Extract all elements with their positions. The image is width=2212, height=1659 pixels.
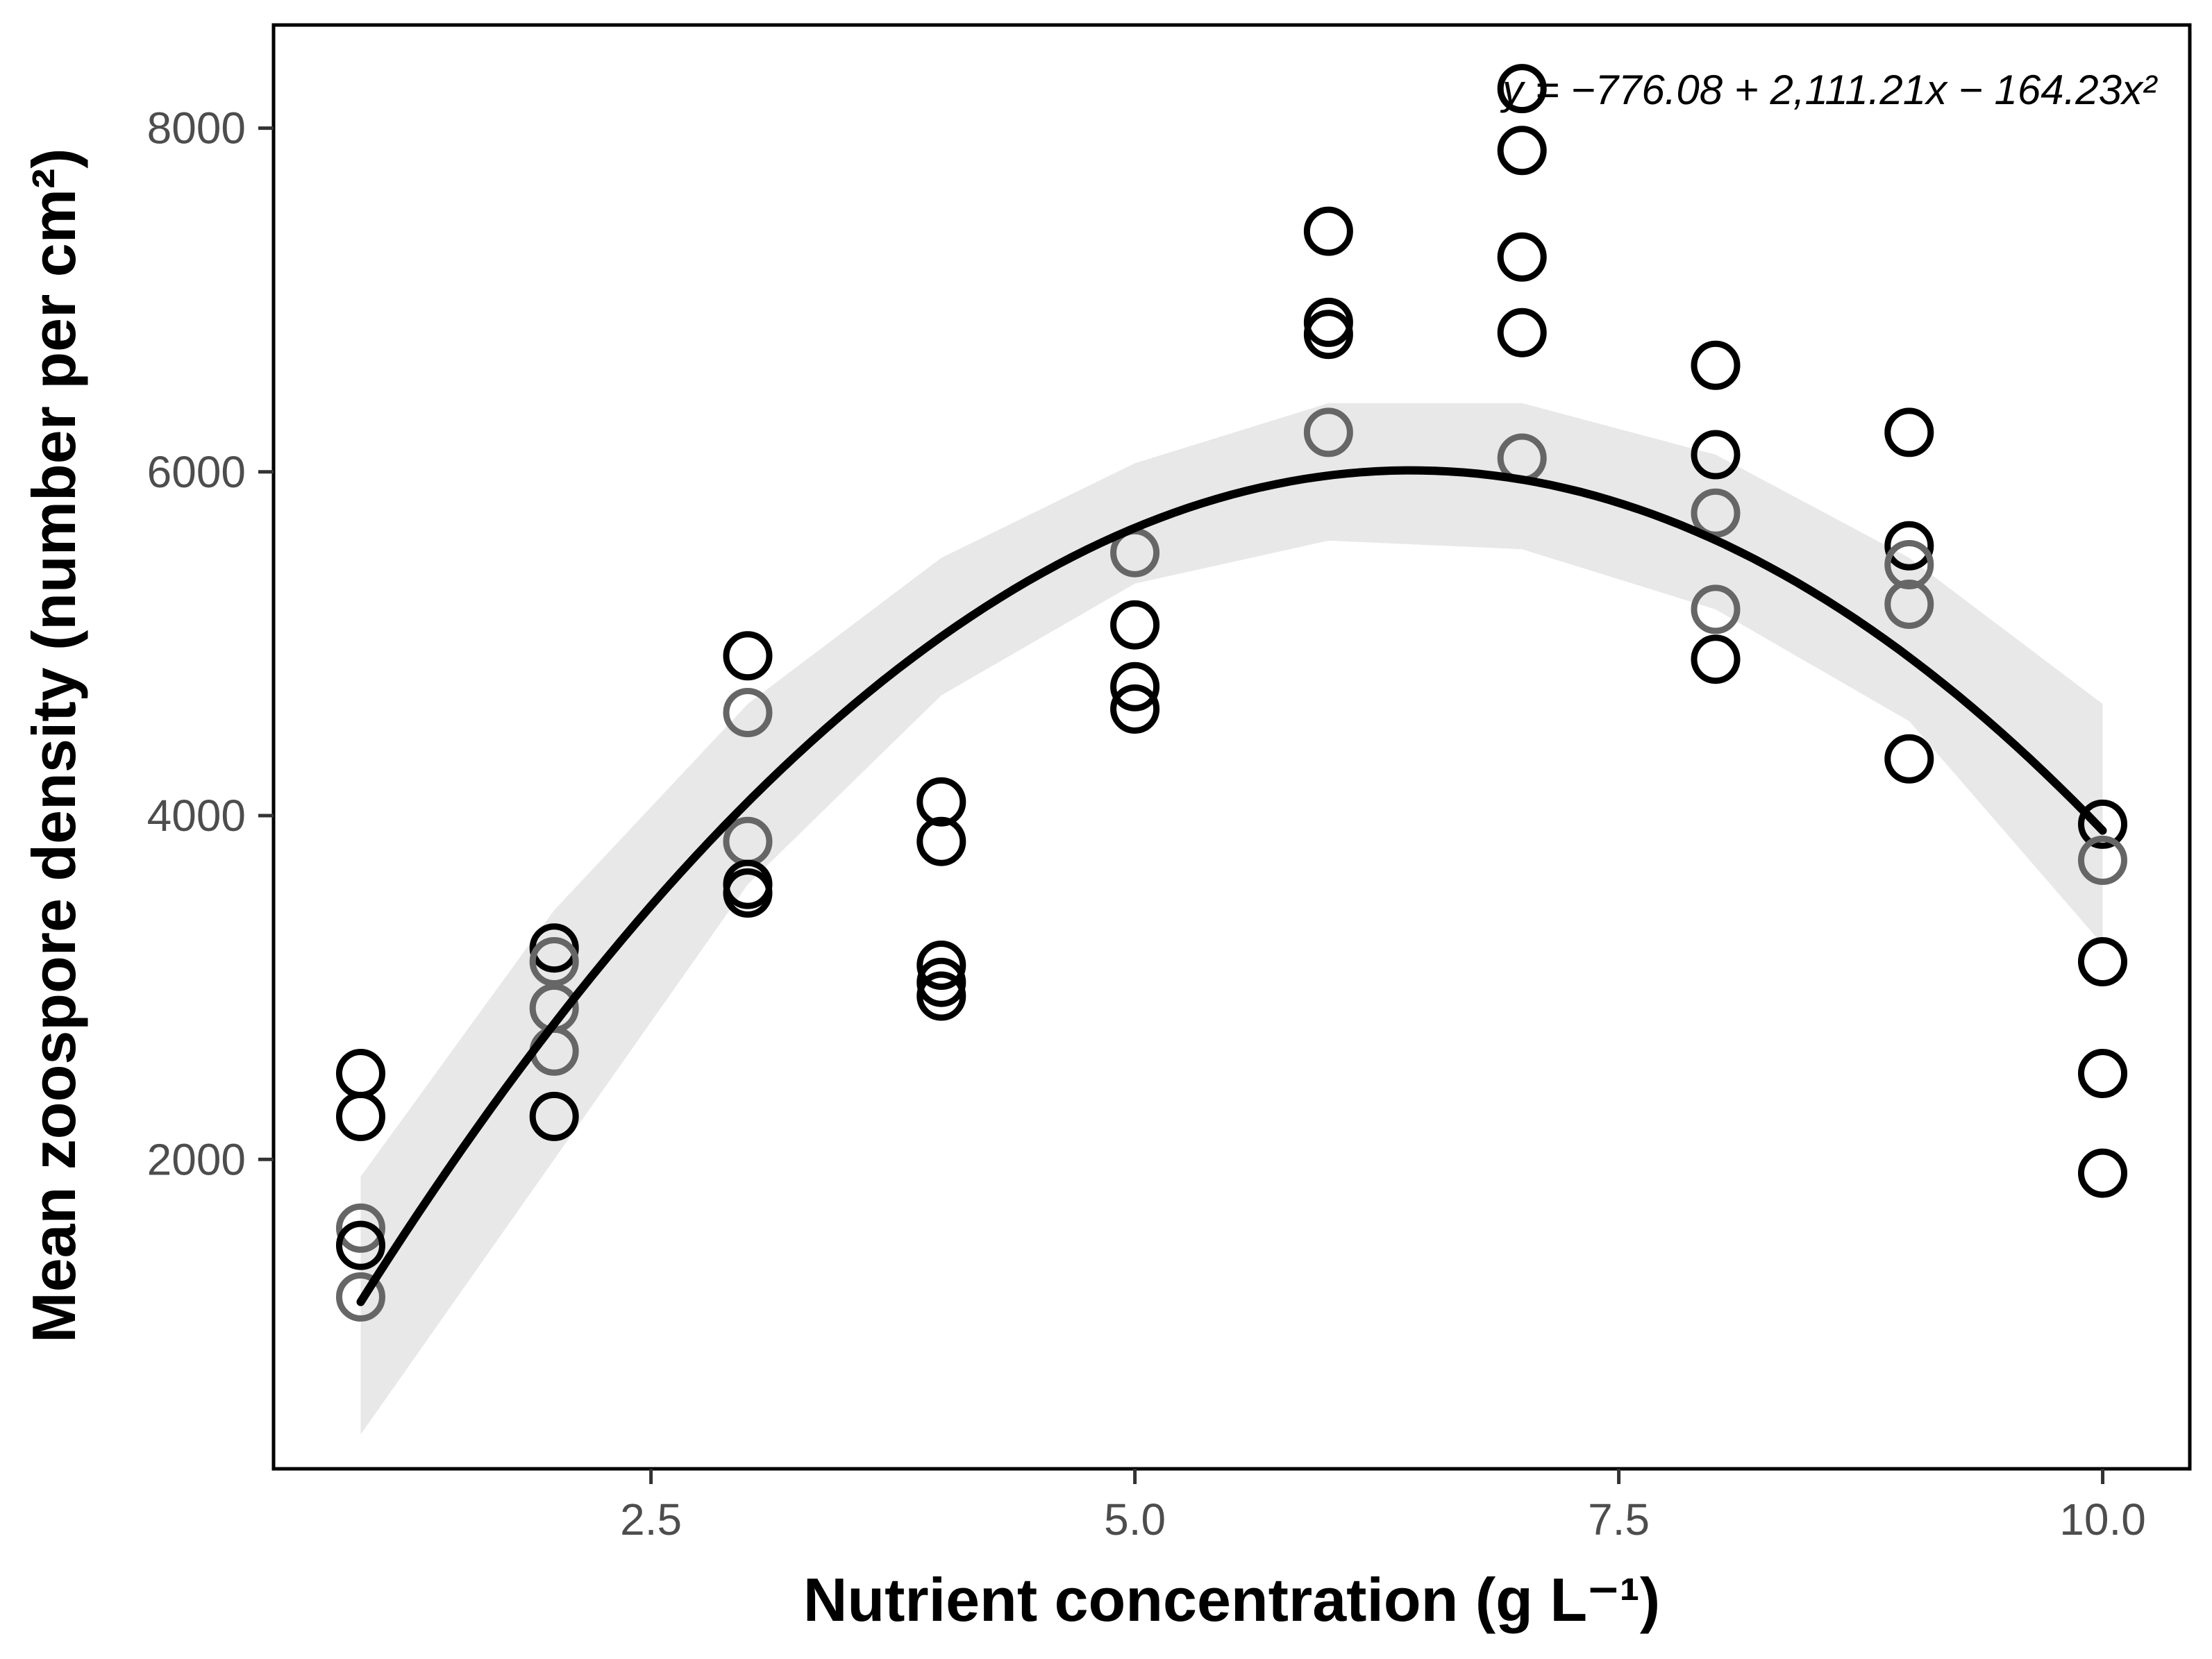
x-axis-ticks: 2.5 5.0 7.5 10.0 [620, 1469, 2146, 1544]
data-point [1303, 297, 1353, 347]
x-tick-label: 2.5 [620, 1494, 682, 1544]
data-point [1497, 126, 1547, 176]
data-point [336, 1220, 385, 1270]
x-axis-title: Nutrient concentration (g L⁻¹) [803, 1565, 1660, 1634]
data-point [336, 1272, 385, 1322]
y-axis-title: Mean zoospore density (number per cm²) [19, 148, 88, 1342]
data-point [2078, 937, 2127, 986]
plot-panel-border [271, 23, 2192, 1471]
data-point [1691, 584, 1741, 634]
x-tick-label: 10.0 [2059, 1494, 2146, 1544]
data-point [916, 777, 966, 827]
y-axis-ticks: 2000 4000 6000 8000 [147, 103, 274, 1184]
data-point [1884, 521, 1934, 571]
data-point [1691, 430, 1741, 480]
data-point [723, 688, 773, 737]
data-point [1303, 407, 1353, 457]
data-point [1691, 340, 1741, 390]
data-point [916, 941, 966, 990]
data-point [916, 957, 966, 1007]
fit-line [356, 466, 2107, 1306]
data-point [1303, 206, 1353, 256]
data-point [1110, 662, 1160, 711]
data-point [1303, 310, 1353, 360]
data-point [529, 923, 579, 973]
data-point [529, 937, 579, 986]
data-point [2078, 1049, 2127, 1098]
fit-line-layer [356, 466, 2107, 1306]
data-point [336, 1203, 385, 1253]
fit-equation: y = −776.08 + 2,111.21x − 164.23x² [1500, 67, 2158, 113]
data-point [1497, 308, 1547, 357]
data-point [1884, 540, 1934, 589]
data-point [2078, 1148, 2127, 1198]
data-point [723, 868, 773, 918]
data-point [1497, 232, 1547, 282]
data-point [529, 1091, 579, 1141]
confidence-band [360, 403, 2103, 1435]
data-point [723, 631, 773, 681]
data-point [1110, 600, 1160, 650]
data-point [1884, 734, 1934, 784]
confidence-band-layer [360, 403, 2103, 1435]
data-point [1884, 407, 1934, 457]
data-point [916, 971, 966, 1021]
y-tick-label: 6000 [147, 447, 246, 497]
data-point [2078, 835, 2127, 885]
data-point [1110, 684, 1160, 734]
y-tick-label: 4000 [147, 791, 246, 841]
x-tick-label: 5.0 [1104, 1494, 1166, 1544]
x-tick-label: 7.5 [1588, 1494, 1650, 1544]
data-point [336, 1091, 385, 1141]
data-point [1884, 580, 1934, 629]
data-point [916, 816, 966, 866]
data-point [1691, 634, 1741, 684]
data-point [1691, 488, 1741, 538]
data-point [2078, 799, 2127, 849]
y-tick-label: 2000 [147, 1134, 246, 1184]
y-tick-label: 8000 [147, 103, 246, 153]
data-point [1497, 64, 1547, 114]
